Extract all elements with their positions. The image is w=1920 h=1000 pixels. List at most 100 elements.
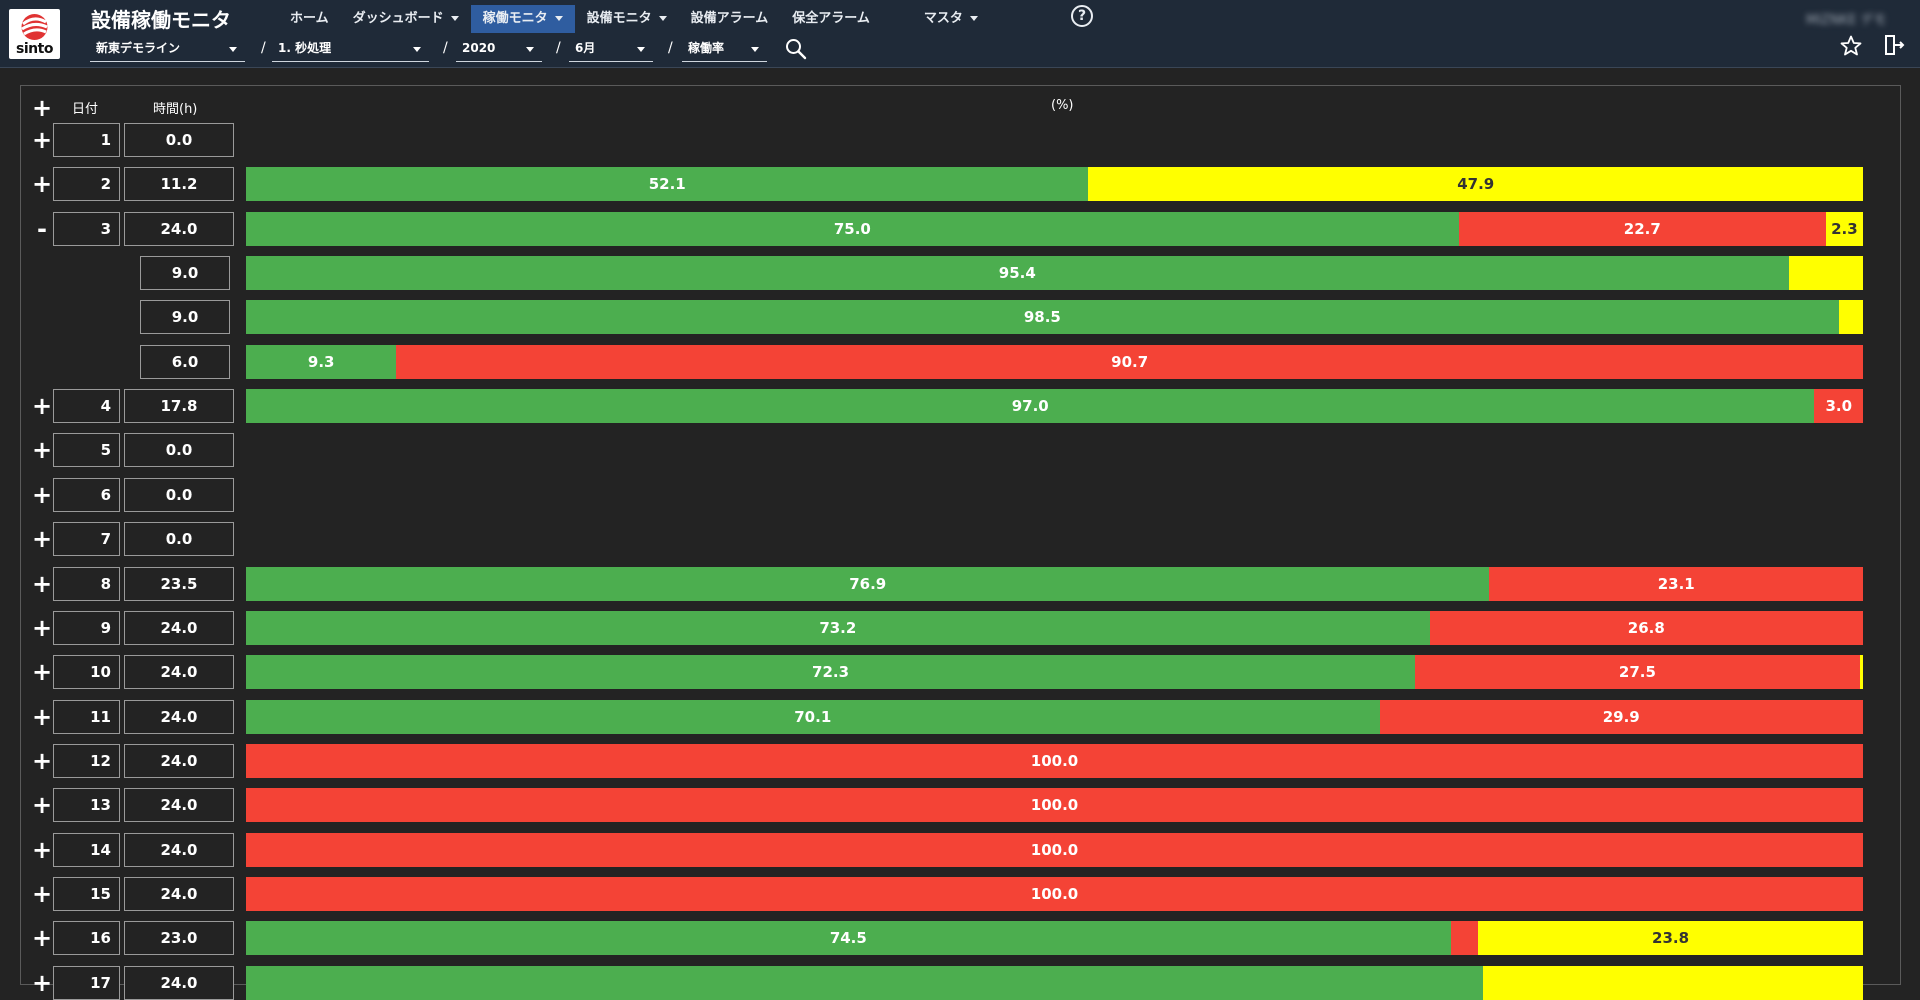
year-select[interactable]: 2020 (456, 36, 542, 62)
date-cell: 16 (53, 921, 120, 955)
bar-segment-yellow[interactable] (1483, 966, 1863, 1000)
expand-toggle[interactable]: + (31, 570, 53, 598)
bar-segment-red[interactable]: 100.0 (246, 744, 1863, 778)
bar-segment-yellow[interactable]: 47.9 (1088, 167, 1863, 201)
bar-segment-green[interactable]: 75.0 (246, 212, 1459, 246)
filter-separator: / (668, 40, 673, 56)
bar-segment-red[interactable]: 26.8 (1429, 611, 1863, 645)
expand-toggle[interactable]: + (31, 969, 53, 997)
expand-all-toggle[interactable]: + (31, 94, 53, 122)
bar-segment-green[interactable]: 95.4 (246, 256, 1789, 290)
expand-toggle[interactable]: + (31, 703, 53, 731)
bar-segment-green[interactable]: 72.3 (246, 655, 1416, 689)
bar-segment-green[interactable]: 74.5 (246, 921, 1451, 955)
star-icon[interactable] (1839, 34, 1863, 58)
hours-cell: 17.8 (124, 389, 234, 423)
date-cell: 9 (53, 611, 120, 645)
expand-toggle[interactable]: + (31, 436, 53, 464)
date-cell: 2 (53, 167, 120, 201)
bar-segment-yellow[interactable] (1838, 300, 1863, 334)
stacked-bar: 95.4 (246, 256, 1863, 290)
sub-row: 9.0 98.5 (0, 300, 1920, 334)
bar-segment-green[interactable]: 52.1 (246, 167, 1089, 201)
expand-toggle[interactable]: + (31, 525, 53, 553)
nav-item-label: ダッシュボード (352, 11, 444, 26)
stacked-bar (246, 522, 1863, 556)
table-row: -3 24.0 75.0 22.7 2.3 (0, 212, 1920, 246)
bar-segment-yellow[interactable]: 23.8 (1478, 921, 1863, 955)
stacked-bar: 72.3 27.5 (246, 655, 1863, 689)
bar-segment-red[interactable]: 27.5 (1415, 655, 1860, 689)
collapse-toggle[interactable]: - (37, 215, 47, 243)
expand-toggle[interactable]: + (31, 924, 53, 952)
expand-toggle[interactable]: + (31, 747, 53, 775)
stacked-bar: 73.2 26.8 (246, 611, 1863, 645)
stacked-bar: 75.0 22.7 2.3 (246, 212, 1863, 246)
metric-select[interactable]: 稼働率 (682, 36, 767, 62)
nav-item-label: 保全アラーム (792, 11, 870, 26)
bar-segment-red[interactable]: 100.0 (246, 877, 1863, 911)
date-cell: 5 (53, 433, 120, 467)
stacked-bar: 74.5 23.8 (246, 921, 1863, 955)
expand-toggle[interactable]: + (31, 126, 53, 154)
bar-segment-green[interactable]: 73.2 (246, 611, 1430, 645)
month-select[interactable]: 6月 (569, 36, 653, 62)
nav-item-2[interactable]: 稼働モニタ (470, 5, 575, 33)
bar-segment-yellow[interactable]: 2.3 (1825, 212, 1863, 246)
bar-segment-red[interactable]: 100.0 (246, 788, 1863, 822)
bar-segment-red[interactable]: 22.7 (1458, 212, 1826, 246)
nav-item-4[interactable]: 設備アラーム (679, 5, 781, 33)
table-row: +12 24.0 100.0 (0, 744, 1920, 778)
table-row: +7 0.0 (0, 522, 1920, 556)
expand-toggle[interactable]: + (31, 836, 53, 864)
nav-item-5[interactable]: 保全アラーム (780, 5, 882, 33)
date-cell: 4 (53, 389, 120, 423)
bar-segment-red[interactable]: 90.7 (396, 345, 1863, 379)
nav-item-0[interactable]: ホーム (278, 5, 341, 33)
hours-column-header: 時間(h) (153, 102, 198, 117)
main-nav: ホーム ダッシュボード 稼働モニタ 設備モニタ 設備アラーム 保全アラーム マスタ (278, 5, 990, 33)
nav-item-label: マスタ (923, 11, 963, 26)
bar-segment-yellow[interactable] (1859, 655, 1863, 689)
bar-segment-yellow[interactable] (1788, 256, 1863, 290)
expand-toggle[interactable]: + (31, 481, 53, 509)
search-icon[interactable] (784, 37, 808, 61)
bar-segment-red[interactable]: 29.9 (1379, 700, 1863, 734)
nav-item-label: 稼働モニタ (482, 11, 548, 26)
expand-toggle[interactable]: + (31, 392, 53, 420)
help-icon[interactable]: ? (1071, 5, 1093, 27)
nav-item-3[interactable]: 設備モニタ (575, 5, 679, 33)
bar-segment-green[interactable]: 70.1 (246, 700, 1380, 734)
expand-toggle[interactable]: + (31, 170, 53, 198)
line-select[interactable]: 新東デモライン (90, 36, 245, 62)
sub-hours-cell: 9.0 (140, 300, 230, 334)
bar-segment-red[interactable]: 100.0 (246, 833, 1863, 867)
year-select-value: 2020 (462, 41, 496, 55)
expand-toggle[interactable]: + (31, 791, 53, 819)
hours-cell: 0.0 (124, 123, 234, 157)
date-column-header: 日付 (72, 102, 99, 117)
bar-segment-red[interactable]: 23.1 (1489, 567, 1863, 601)
nav-item-1[interactable]: ダッシュボード (341, 5, 471, 33)
logout-icon[interactable] (1882, 33, 1906, 57)
expand-toggle[interactable]: + (31, 880, 53, 908)
chevron-down-icon (658, 16, 667, 21)
bar-segment-green[interactable]: 97.0 (246, 389, 1815, 423)
stacked-bar: 76.9 23.1 (246, 567, 1863, 601)
chevron-down-icon (413, 47, 421, 52)
bar-segment-red[interactable] (1450, 921, 1479, 955)
expand-toggle[interactable]: + (31, 658, 53, 686)
user-name[interactable]: MIZNKE デモ (1806, 13, 1887, 28)
bar-segment-green[interactable]: 76.9 (246, 567, 1490, 601)
process-select[interactable]: 1. 秒処理 (272, 36, 429, 62)
bar-segment-green[interactable]: 98.5 (246, 300, 1839, 334)
bar-segment-green[interactable] (246, 966, 1483, 1000)
stacked-bar: 70.1 29.9 (246, 700, 1863, 734)
bar-segment-red[interactable]: 3.0 (1814, 389, 1863, 423)
table-row: +15 24.0 100.0 (0, 877, 1920, 911)
date-cell: 11 (53, 700, 120, 734)
nav-item-6[interactable]: マスタ (912, 5, 990, 33)
sinto-logo[interactable]: sinto (9, 9, 60, 59)
expand-toggle[interactable]: + (31, 614, 53, 642)
bar-segment-green[interactable]: 9.3 (246, 345, 397, 379)
